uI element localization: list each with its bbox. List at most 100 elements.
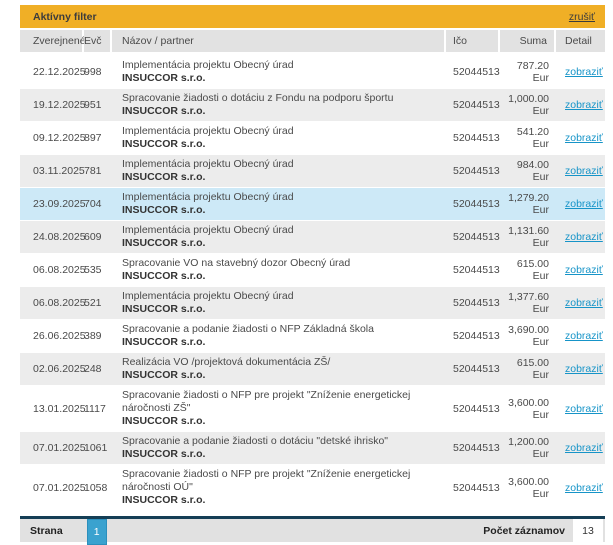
zobrazit-link[interactable]: zobraziť <box>565 402 603 415</box>
table-row[interactable]: 23.09.2025 704 Implementácia projektu Ob… <box>20 188 605 220</box>
zobrazit-link[interactable]: zobraziť <box>565 165 603 177</box>
cell-name: Implementácia projektu Obecný úrad INSUC… <box>112 122 446 154</box>
cell-date: 26.06.2025 <box>33 330 86 342</box>
cell-ico: 52044513 <box>453 363 500 375</box>
column-header-ico: Ičo <box>446 30 500 52</box>
table-header: Zverejnené Evč Názov / partner Ičo Suma … <box>20 30 605 52</box>
zobrazit-link[interactable]: zobraziť <box>565 198 603 210</box>
column-header-detail: Detail <box>556 30 605 52</box>
cell-date: 22.12.2025 <box>33 66 86 78</box>
table-row[interactable]: 06.08.2025 521 Implementácia projektu Ob… <box>20 287 605 319</box>
cancel-filter-link[interactable]: zrušiť <box>568 10 595 23</box>
contract-partner: INSUCCOR s.r.o. <box>122 138 206 150</box>
table-row[interactable]: 03.11.2025 781 Implementácia projektu Ob… <box>20 155 605 187</box>
active-filter-label: Aktívny filter <box>33 10 97 23</box>
cell-evc: 951 <box>84 99 102 111</box>
cell-suma: 3,600.00 Eur <box>508 396 549 421</box>
contract-title: Implementácia projektu Obecný úrad <box>122 191 294 203</box>
cell-ico: 52044513 <box>453 165 500 177</box>
cell-ico: 52044513 <box>453 402 500 415</box>
zobrazit-link[interactable]: zobraziť <box>565 330 603 342</box>
contract-partner: INSUCCOR s.r.o. <box>122 72 206 84</box>
cell-date: 07.01.2025 <box>33 442 86 454</box>
zobrazit-link[interactable]: zobraziť <box>565 442 603 454</box>
cell-detail: zobraziť <box>556 363 605 375</box>
contract-title: Implementácia projektu Obecný úrad <box>122 125 294 137</box>
records-count-label: Počet záznamov <box>483 524 565 537</box>
table-row[interactable]: 02.06.2025 248 Realizácia VO /projektová… <box>20 353 605 385</box>
table-row[interactable]: 19.12.2025 951 Spracovanie žiadosti o do… <box>20 89 605 121</box>
cell-evc: 535 <box>84 264 102 276</box>
cell-detail: zobraziť <box>556 66 605 78</box>
contract-partner: INSUCCOR s.r.o. <box>122 369 206 381</box>
cell-ico: 52044513 <box>453 264 500 276</box>
cell-date: 06.08.2025 <box>33 264 86 276</box>
cell-detail: zobraziť <box>556 482 605 494</box>
cell-evc: 609 <box>84 231 102 243</box>
cell-evc: 897 <box>84 132 102 144</box>
cell-ico: 52044513 <box>453 330 500 342</box>
cell-name: Spracovanie a podanie žiadosti o dotáciu… <box>112 432 446 464</box>
contract-partner: INSUCCOR s.r.o. <box>122 237 206 249</box>
zobrazit-link[interactable]: zobraziť <box>565 297 603 309</box>
cell-suma: 3,690.00 Eur <box>508 324 549 348</box>
table-row[interactable]: 13.01.2025 1117 Spracovanie žiadosti o N… <box>20 386 605 431</box>
cell-suma: 615.00 Eur <box>516 258 549 282</box>
cell-detail: zobraziť <box>556 330 605 342</box>
cell-suma: 984.00 Eur <box>516 159 549 183</box>
cell-suma: 1,279.20 Eur <box>508 192 549 216</box>
cell-evc: 1117 <box>84 402 106 415</box>
cell-suma: 3,600.00 Eur <box>508 475 549 500</box>
cell-date: 23.09.2025 <box>33 198 86 210</box>
column-header-suma: Suma <box>500 30 556 52</box>
cell-evc: 521 <box>84 297 102 309</box>
cell-ico: 52044513 <box>453 66 500 78</box>
contract-partner: INSUCCOR s.r.o. <box>122 204 206 216</box>
zobrazit-link[interactable]: zobraziť <box>565 132 603 144</box>
cell-detail: zobraziť <box>556 132 605 144</box>
cell-evc: 1058 <box>84 481 108 494</box>
contract-partner: INSUCCOR s.r.o. <box>122 415 206 427</box>
zobrazit-link[interactable]: zobraziť <box>565 363 603 375</box>
contract-partner: INSUCCOR s.r.o. <box>122 270 206 282</box>
contract-partner: INSUCCOR s.r.o. <box>122 494 206 506</box>
cell-ico: 52044513 <box>453 99 500 111</box>
table-row[interactable]: 07.01.2025 1061 Spracovanie a podanie ži… <box>20 432 605 464</box>
cell-date: 24.08.2025 <box>33 231 86 243</box>
column-header-evc: Evč <box>84 30 112 52</box>
column-header-zverejnene: Zverejnené <box>20 30 86 52</box>
table-row[interactable]: 24.08.2025 609 Implementácia projektu Ob… <box>20 221 605 253</box>
cell-suma: 1,200.00 Eur <box>508 436 549 460</box>
cell-date: 13.01.2025 <box>33 402 86 415</box>
cell-evc: 781 <box>84 165 102 177</box>
contract-partner: INSUCCOR s.r.o. <box>122 448 206 460</box>
cell-suma: 787.20 Eur <box>516 60 549 84</box>
cell-suma: 1,131.60 Eur <box>508 225 549 249</box>
active-filter-bar: Aktívny filter zrušiť <box>20 5 605 28</box>
cell-date: 19.12.2025 <box>33 99 86 111</box>
cell-ico: 52044513 <box>453 442 500 454</box>
cell-detail: zobraziť <box>556 403 605 415</box>
table-row[interactable]: 09.12.2025 897 Implementácia projektu Ob… <box>20 122 605 154</box>
cell-suma: 541.20 Eur <box>516 126 549 150</box>
cell-ico: 52044513 <box>453 132 500 144</box>
contract-title: Spracovanie žiadosti o dotáciu z Fondu n… <box>122 92 394 104</box>
contract-title: Implementácia projektu Obecný úrad <box>122 59 294 71</box>
zobrazit-link[interactable]: zobraziť <box>565 99 603 111</box>
cell-name: Implementácia projektu Obecný úrad INSUC… <box>112 188 446 220</box>
table-row[interactable]: 07.01.2025 1058 Spracovanie žiadosti o N… <box>20 465 605 510</box>
zobrazit-link[interactable]: zobraziť <box>565 264 603 276</box>
cell-date: 02.06.2025 <box>33 363 86 375</box>
table-row[interactable]: 26.06.2025 389 Spracovanie a podanie žia… <box>20 320 605 352</box>
contract-title: Spracovanie žiadosti o NFP pre projekt "… <box>122 468 411 493</box>
cell-suma: 1,377.60 Eur <box>508 291 549 315</box>
table-row[interactable]: 06.08.2025 535 Spracovanie VO na stavebn… <box>20 254 605 286</box>
table-row[interactable]: 22.12.2025 998 Implementácia projektu Ob… <box>20 56 605 88</box>
cell-ico: 52044513 <box>453 297 500 309</box>
zobrazit-link[interactable]: zobraziť <box>565 66 603 78</box>
page-1-button[interactable]: 1 <box>86 519 107 545</box>
cell-name: Spracovanie VO na stavebný dozor Obecný … <box>112 254 446 286</box>
zobrazit-link[interactable]: zobraziť <box>565 481 603 494</box>
zobrazit-link[interactable]: zobraziť <box>565 231 603 243</box>
contract-title: Spracovanie VO na stavebný dozor Obecný … <box>122 257 351 269</box>
